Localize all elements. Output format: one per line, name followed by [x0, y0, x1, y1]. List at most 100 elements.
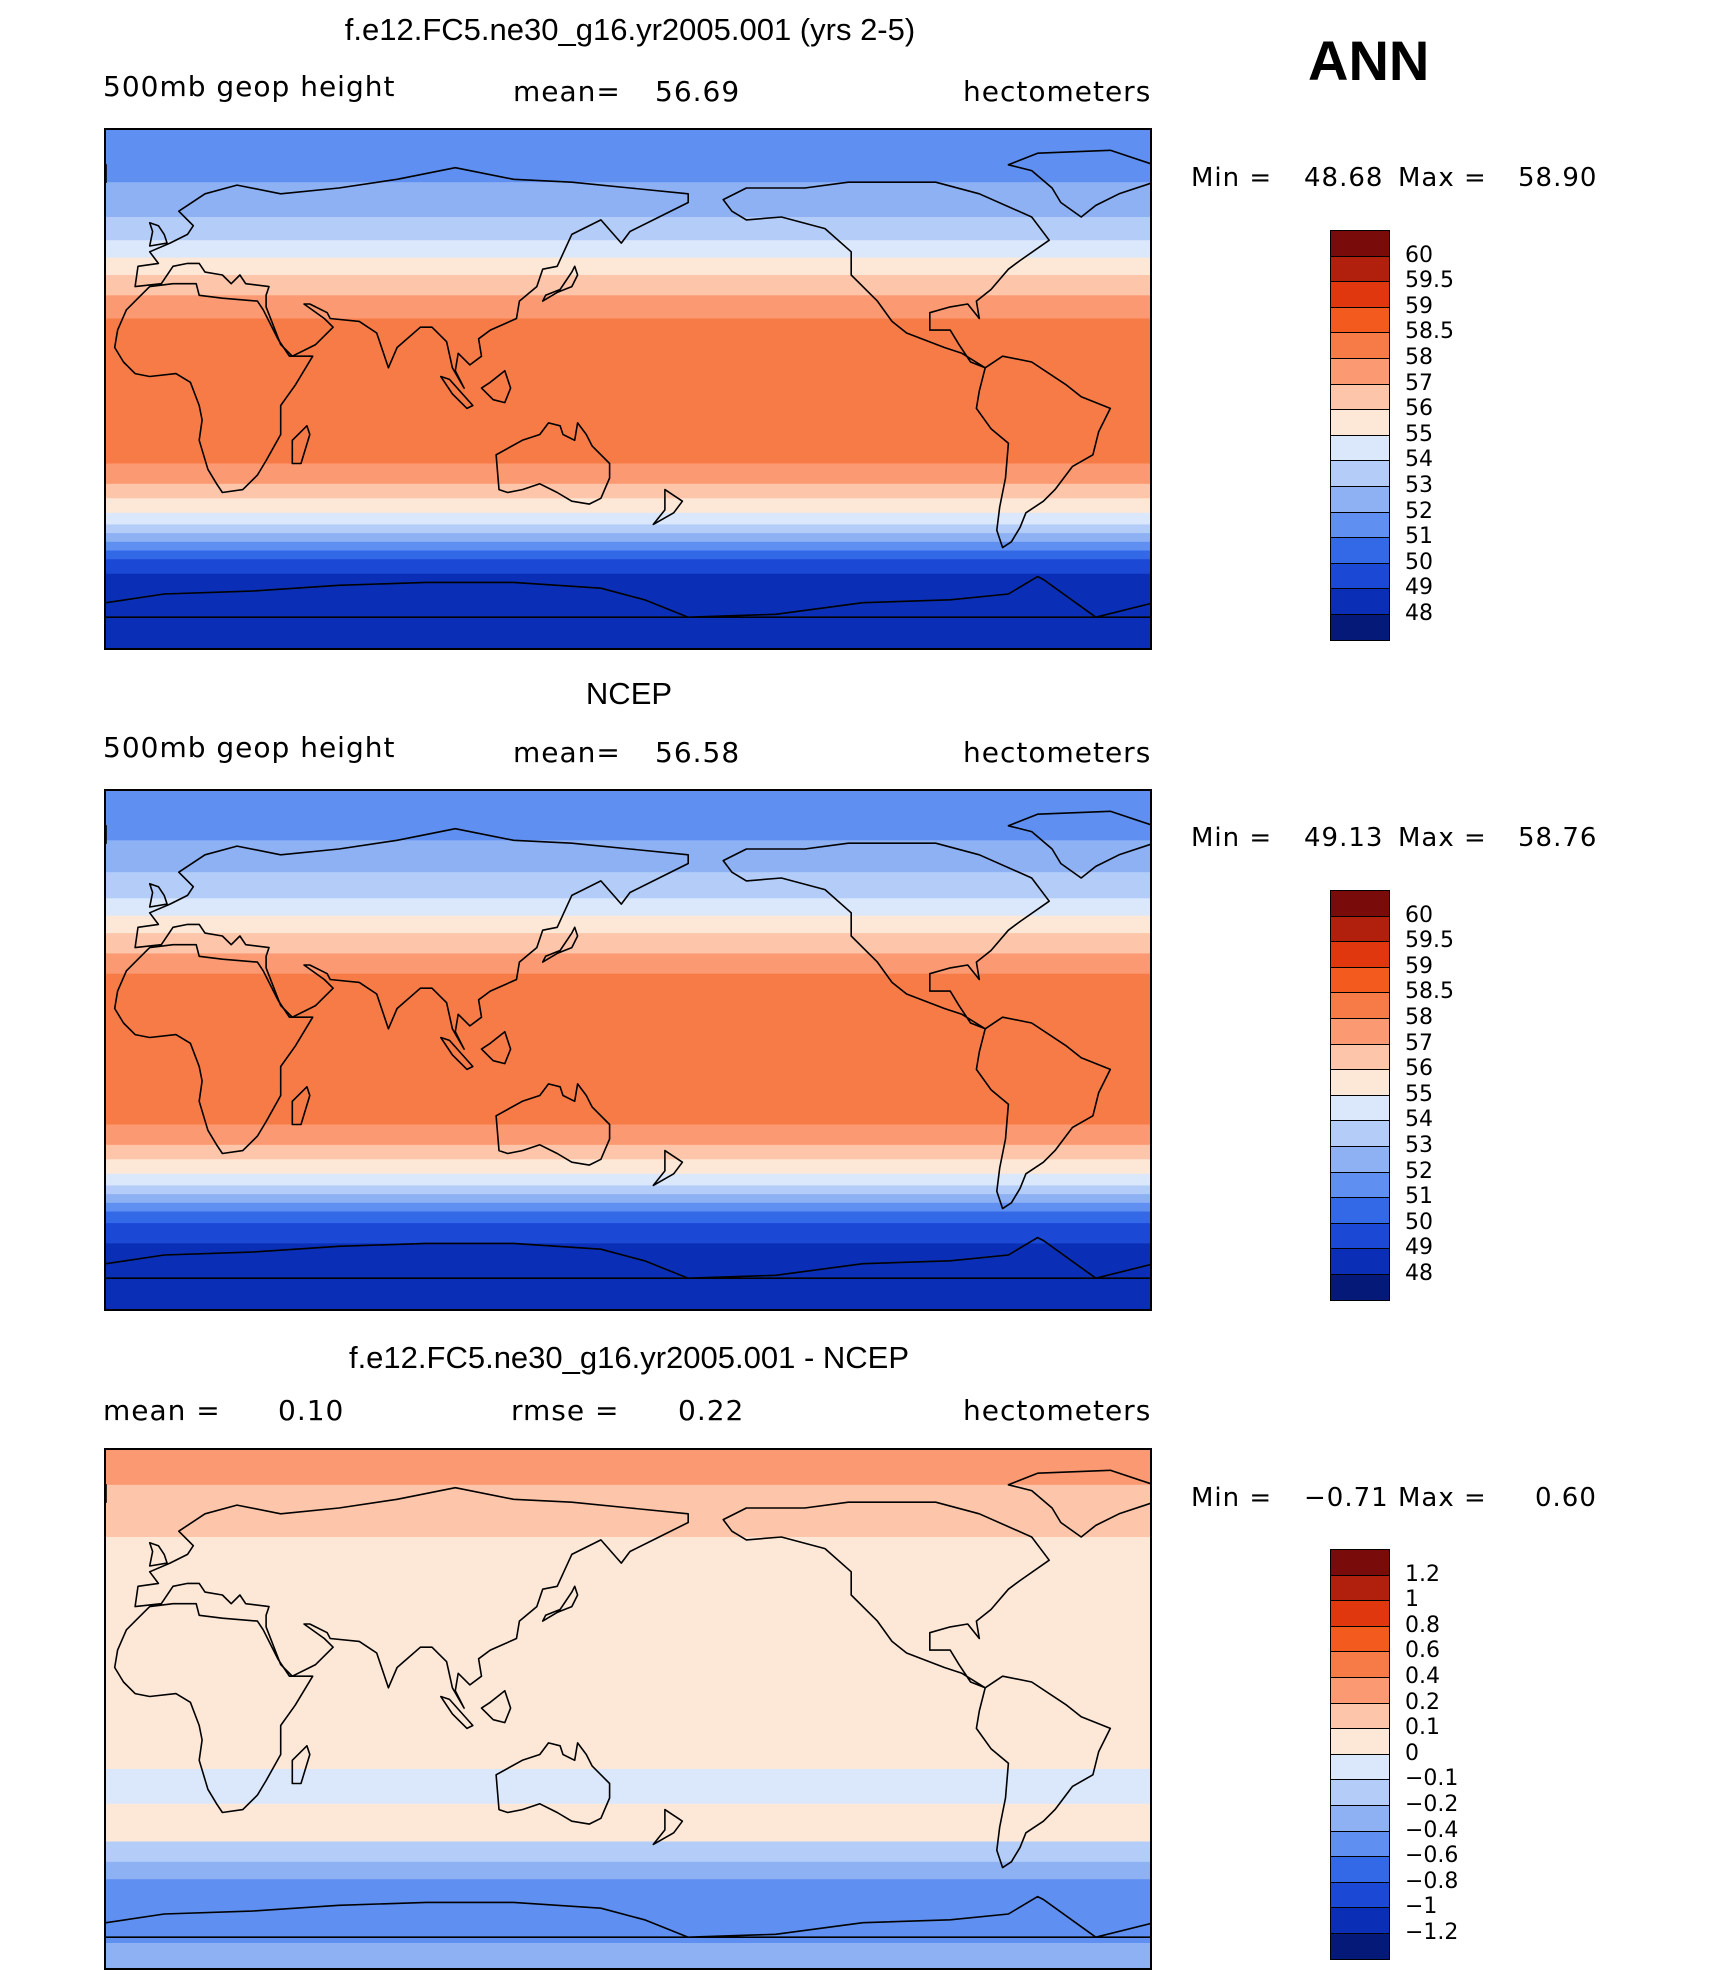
colorbar-box	[1330, 1120, 1390, 1147]
coastline-greenland	[1007, 149, 1150, 218]
coastline-madagascar	[291, 1744, 311, 1785]
panel1-max-label: Max =	[1398, 163, 1487, 193]
coastline-borneo	[480, 369, 512, 404]
colorbar-tick-label: 55	[1405, 421, 1433, 447]
colorbar-box	[1330, 1702, 1390, 1730]
colorbar-tick-label: 54	[1405, 1107, 1433, 1133]
contour-band-9	[106, 463, 1150, 485]
coastline-australia	[495, 1083, 611, 1166]
coastline-antarctica	[687, 575, 1150, 619]
colorbar-tick-label: 0.8	[1405, 1612, 1440, 1638]
coastline-antarctica	[106, 1901, 689, 1939]
coastline-south-america	[975, 1675, 1112, 1869]
colorbar-box	[1330, 1197, 1390, 1224]
contour-band-8	[106, 1861, 1150, 1880]
coastline-new-zealand	[652, 1808, 684, 1846]
colorbar-tick-label: −1	[1405, 1894, 1438, 1920]
panel1-min-value: 48.68	[1304, 163, 1384, 193]
colorbar-tick-label: −0.6	[1405, 1843, 1459, 1869]
colorbar-box	[1330, 588, 1390, 615]
coastline-uk	[148, 222, 168, 247]
panel2-contour-plot	[106, 791, 1150, 1309]
panel2-units: hectometers	[963, 736, 1152, 769]
panel2-mean-label: mean=	[513, 736, 621, 769]
panel2-min-label: Min =	[1191, 823, 1273, 853]
contour-band-12	[106, 512, 1150, 525]
colorbar-box	[1330, 1171, 1390, 1199]
coastline-sumatra	[439, 375, 474, 410]
colorbar-tick-label: 58	[1405, 1005, 1433, 1030]
contour-band-15	[106, 541, 1150, 552]
panel3-contour-plot	[106, 1450, 1150, 1968]
panel1-min-label: Min =	[1191, 163, 1273, 193]
colorbar-box	[1330, 1549, 1390, 1576]
contour-band-7	[106, 953, 1150, 975]
panel3-rmse-label: rmse =	[511, 1394, 620, 1427]
contour-band-8	[106, 973, 1150, 1126]
contour-band-1	[106, 791, 1150, 841]
contour-band-17	[106, 1223, 1150, 1244]
coastline-africa	[113, 282, 314, 494]
panel1-mean-value: 56.69	[655, 75, 741, 108]
colorbar-tick-label: 50	[1405, 1209, 1433, 1235]
contour-band-18	[106, 1243, 1150, 1309]
colorbar-tick-label: 52	[1405, 498, 1433, 524]
contour-band-7	[106, 295, 1150, 320]
colorbar-box	[1330, 1094, 1390, 1122]
colorbar-tick-label: 58.5	[1405, 979, 1454, 1005]
contour-band-16	[106, 1211, 1150, 1224]
colorbar-tick-label: 57	[1405, 370, 1433, 396]
contour-band-5	[106, 1769, 1150, 1805]
colorbar-tick-label: 0.2	[1405, 1689, 1440, 1715]
colorbar-box	[1330, 941, 1390, 968]
colorbar-tick-label: 59	[1405, 953, 1433, 979]
coastline-antarctica	[687, 1236, 1150, 1280]
colorbar-box	[1330, 890, 1390, 917]
coastline-new-zealand	[652, 488, 684, 526]
colorbar-tick-label: 54	[1405, 447, 1433, 473]
colorbar-box	[1330, 1651, 1390, 1678]
coastline-africa	[113, 1602, 314, 1814]
colorbar-box	[1330, 434, 1390, 462]
coastline-sumatra	[439, 1695, 474, 1730]
panel2-title: NCEP	[585, 676, 673, 711]
colorbar-tick-label: 1.2	[1405, 1561, 1440, 1587]
colorbar-box	[1330, 409, 1390, 436]
colorbar-tick-label: 58	[1405, 345, 1433, 370]
colorbar-box	[1330, 1043, 1390, 1071]
colorbar-box	[1330, 1856, 1390, 1883]
colorbar-box	[1330, 306, 1390, 334]
colorbar-tick-label: −0.8	[1405, 1868, 1459, 1894]
colorbar-box	[1330, 383, 1390, 411]
colorbar-box	[1330, 1677, 1390, 1704]
colorbar-box	[1330, 358, 1390, 385]
colorbar-tick-label: 49	[1405, 575, 1433, 601]
panel2-max-value: 58.76	[1518, 823, 1598, 853]
coastline-north-america	[722, 1501, 1051, 1689]
coastline-uk	[148, 883, 168, 908]
colorbar-box	[1330, 1728, 1390, 1755]
coastline-japan	[541, 1585, 579, 1622]
contour-band-14	[106, 1194, 1150, 1204]
colorbar-tick-label: 51	[1405, 524, 1433, 550]
colorbar-box	[1330, 537, 1390, 564]
colorbar-box	[1330, 1018, 1390, 1045]
colorbar-tick-label: 52	[1405, 1158, 1433, 1184]
colorbar-box	[1330, 460, 1390, 487]
colorbar-box	[1330, 1146, 1390, 1173]
contour-band-17	[106, 559, 1150, 575]
contour-band-4	[106, 240, 1150, 259]
season-label: ANN	[1308, 29, 1430, 92]
colorbar-box	[1330, 1222, 1390, 1250]
coastline-north-america	[722, 842, 1051, 1030]
colorbar-box	[1330, 1274, 1390, 1301]
panel3-min-label: Min =	[1191, 1483, 1273, 1513]
contour-band-3	[106, 1537, 1150, 1611]
colorbar-box	[1330, 614, 1390, 641]
panel3-units: hectometers	[963, 1394, 1152, 1427]
panel3-max-value: 0.60	[1535, 1483, 1597, 1513]
colorbar-box	[1330, 966, 1390, 994]
colorbar-box	[1330, 992, 1390, 1019]
colorbar-box	[1330, 1805, 1390, 1832]
contour-band-12	[106, 1173, 1150, 1186]
